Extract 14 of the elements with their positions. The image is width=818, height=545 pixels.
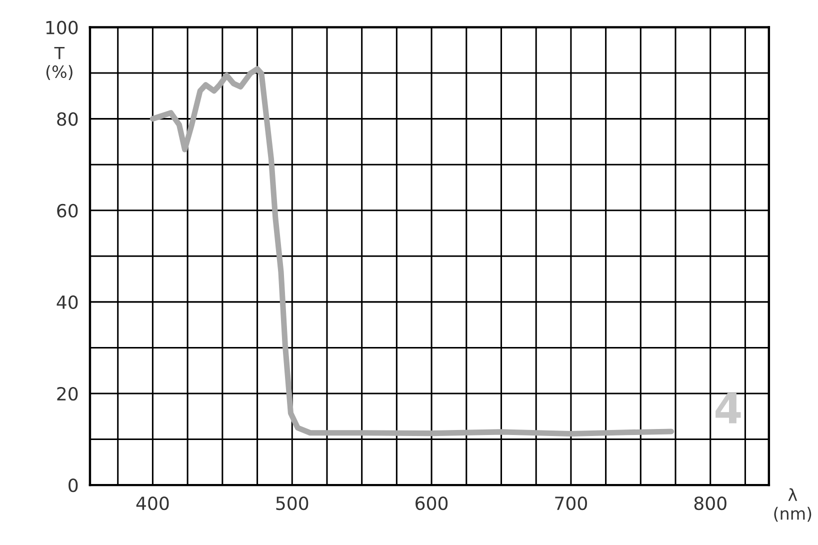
y-axis-title: T (%) <box>46 46 72 80</box>
y-tick-label: 100 <box>46 20 78 34</box>
y-tick-label: 80 <box>57 112 78 126</box>
x-tick-label: 500 <box>276 496 308 510</box>
y-tick-label: 40 <box>56 295 78 310</box>
y-tick-label: 0 <box>68 478 78 492</box>
y-tick-label: 60 <box>57 204 78 218</box>
x-axis-title: λ (nm) <box>774 488 812 522</box>
x-tick-label: 600 <box>416 496 448 510</box>
x-tick-label: 800 <box>694 496 726 510</box>
x-tick-label: 400 <box>136 496 169 510</box>
annotation: 4 <box>716 392 741 424</box>
x-tick-label: 700 <box>555 496 587 510</box>
y-tick-label: 20 <box>57 386 78 401</box>
